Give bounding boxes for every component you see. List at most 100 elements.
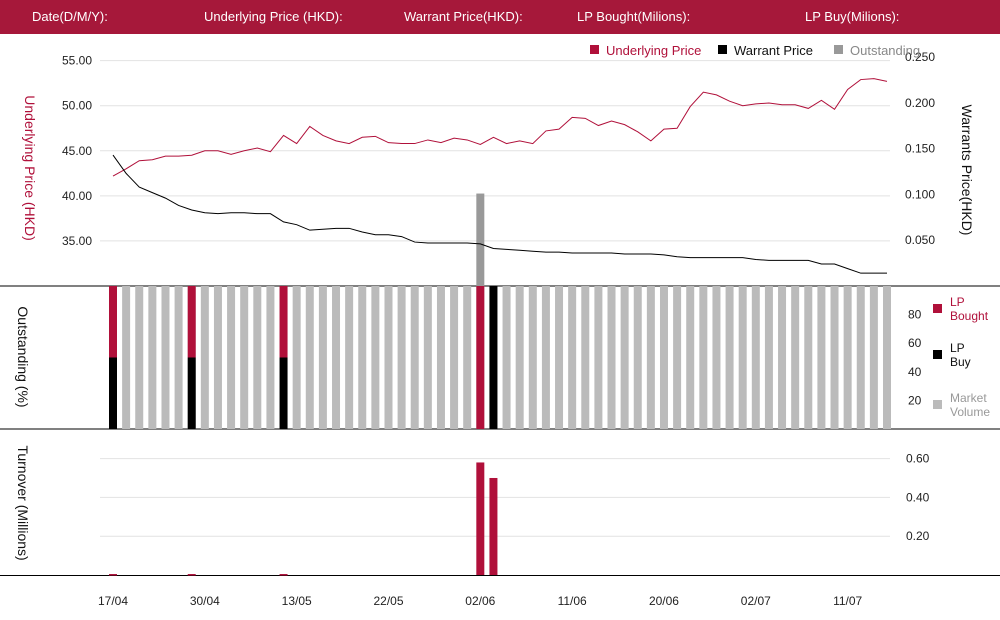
legend-swatch (933, 400, 942, 409)
market-volume-bar (686, 286, 695, 429)
turnover-tick-label: 0.60 (906, 452, 930, 466)
lp-bought-bar (109, 286, 117, 358)
market-volume-bar (528, 286, 537, 429)
market-volume-bar (332, 286, 341, 429)
market-volume-bar (515, 286, 524, 429)
market-volume-bar (778, 286, 787, 429)
info-bar: Date(D/M/Y): Underlying Price (HKD): War… (0, 0, 1000, 34)
market-volume-bar (607, 286, 616, 429)
x-tick-label: 22/05 (373, 594, 403, 608)
market-volume-bar (200, 286, 209, 429)
left-tick-label: 40.00 (62, 189, 92, 203)
right-tick-label: 0.200 (905, 96, 935, 110)
market-volume-bar (869, 286, 878, 429)
market-volume-bar (633, 286, 642, 429)
legend-label: Underlying Price (606, 43, 701, 58)
market-volume-bar (174, 286, 183, 429)
lp-buy-bar (279, 357, 288, 429)
turnover-bar (187, 574, 196, 576)
x-tick-label: 17/04 (98, 594, 128, 608)
left-tick-label: 35.00 (62, 234, 92, 248)
market-volume-bar (791, 286, 800, 429)
market-volume-bar (764, 286, 773, 429)
outstanding-tick-label: 80 (908, 308, 922, 322)
market-volume-bar (804, 286, 813, 429)
underlying-price-label: Underlying Price (HKD): (204, 9, 343, 24)
legend-label: Outstanding (850, 43, 920, 58)
legend-swatch (718, 45, 727, 54)
market-volume-bar (371, 286, 380, 429)
market-volume-bar (673, 286, 682, 429)
market-volume-bar (843, 286, 852, 429)
market-volume-bar (751, 286, 760, 429)
right-tick-label: 0.050 (905, 233, 935, 247)
right-tick-label: 0.150 (905, 142, 935, 156)
market-volume-bar (450, 286, 459, 429)
market-volume-bar (738, 286, 747, 429)
market-volume-bar (712, 286, 721, 429)
outstanding-tick-label: 60 (908, 336, 922, 350)
market-volume-bar (266, 286, 275, 429)
x-tick-label: 11/07 (833, 594, 862, 608)
legend-swatch (834, 45, 843, 54)
x-tick-label: 02/06 (465, 594, 495, 608)
market-volume-bar (358, 286, 367, 429)
lp-buy-label: LP Buy(Milions): (805, 9, 900, 24)
lp-bought-bar (476, 286, 485, 429)
market-volume-bar (305, 286, 314, 429)
legend-label: LP Bought (950, 295, 989, 323)
market-volume-bar (830, 286, 839, 429)
market-volume-bar (318, 286, 327, 429)
market-volume-bar (699, 286, 708, 429)
legend-swatch (590, 45, 599, 54)
date-label: Date(D/M/Y): (32, 9, 108, 24)
left-tick-label: 55.00 (62, 54, 92, 68)
turnover-bar (476, 462, 485, 575)
market-volume-bar (227, 286, 236, 429)
legend-label: LP Buy (950, 341, 971, 369)
market-volume-bar (502, 286, 511, 429)
market-volume-bar (436, 286, 445, 429)
market-volume-bar (646, 286, 655, 429)
right-tick-label: 0.100 (905, 187, 935, 201)
market-volume-bar (541, 286, 550, 429)
underlying-price-line (112, 78, 888, 177)
market-volume-bar (161, 286, 170, 429)
market-volume-bar (135, 286, 144, 429)
outstanding-axis-title: Outstanding (%) (15, 306, 31, 407)
x-tick-label: 20/06 (649, 594, 679, 608)
market-volume-bar (883, 286, 891, 429)
market-volume-bar (345, 286, 354, 429)
lp-buy-bar (489, 286, 498, 429)
left-tick-label: 45.00 (62, 144, 92, 158)
lp-bought-label: LP Bought(Milions): (577, 9, 691, 24)
right-axis-title: Warrants Price(HKD) (959, 105, 975, 236)
market-volume-bar (463, 286, 472, 429)
x-tick-label: 13/05 (282, 594, 312, 608)
x-tick-label: 30/04 (190, 594, 220, 608)
lp-bought-bar (187, 286, 196, 358)
turnover-bar (279, 574, 288, 576)
market-volume-bar (397, 286, 406, 429)
x-tick-label: 02/07 (741, 594, 771, 608)
market-volume-bar (213, 286, 222, 429)
legend-label: Market Volume (950, 391, 990, 419)
left-tick-label: 50.00 (62, 99, 92, 113)
x-tick-label: 11/06 (558, 594, 587, 608)
market-volume-bar (240, 286, 249, 429)
market-volume-bar (856, 286, 865, 429)
market-volume-bar (620, 286, 629, 429)
market-volume-bar (423, 286, 432, 429)
market-volume-bar (594, 286, 603, 429)
right-tick-label: 0.250 (905, 50, 935, 64)
market-volume-bar (410, 286, 419, 429)
left-axis-title: Underlying Price (HKD) (22, 95, 38, 240)
turnover-bar (489, 477, 498, 575)
outstanding-bar (476, 193, 485, 286)
turnover-bar (109, 574, 117, 576)
lp-buy-bar (187, 357, 196, 429)
turnover-axis-title: Turnover (Millions) (15, 445, 31, 560)
warrant-price-line (112, 154, 887, 274)
market-volume-bar (122, 286, 131, 429)
